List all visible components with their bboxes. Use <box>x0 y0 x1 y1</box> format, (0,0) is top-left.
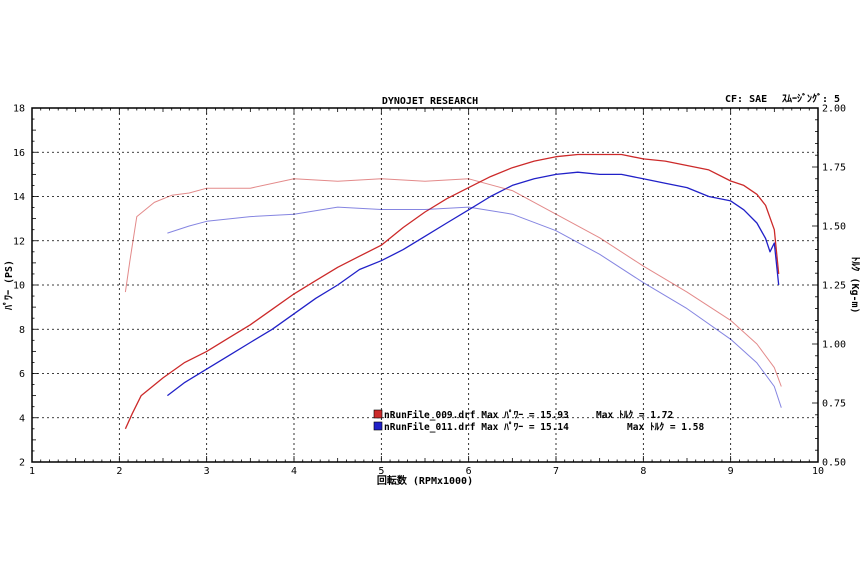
smoothing-label: ｽﾑｰｼﾞﾝｸﾞ: 5 <box>782 92 840 105</box>
series-line-0 <box>124 153 780 430</box>
y-right-tick-label-2: 1.00 <box>822 340 846 351</box>
x-tick-label-9: 10 <box>812 466 824 477</box>
cf-label: CF: SAE <box>725 94 767 105</box>
y-left-tick-label-4: 10 <box>13 281 25 292</box>
y-left-tick-label-3: 8 <box>19 325 25 336</box>
x-tick-labels: 1 2 3 4 5 6 7 8 9 10 <box>29 466 824 477</box>
legend-label-run-011: nRunFile_011.drf Max ﾊﾟﾜｰ = 15.14 <box>384 421 569 433</box>
y-left-tick-label-8: 18 <box>13 104 25 115</box>
series-line-2 <box>124 178 782 387</box>
legend-swatch-blue <box>373 421 383 431</box>
grid-lines <box>32 108 818 462</box>
chart-title: DYNOJET RESEARCH <box>382 96 478 107</box>
y-right-tick-label-1: 0.75 <box>822 399 846 410</box>
y-left-axis-title: ﾊﾟﾜｰ (PS) <box>2 260 15 311</box>
y-right-tick-label-6: 2.00 <box>822 104 846 115</box>
x-tick-label-4: 5 <box>378 466 384 477</box>
x-tick-label-5: 6 <box>466 466 472 477</box>
x-tick-label-7: 8 <box>640 466 646 477</box>
y-left-tick-label-5: 12 <box>13 236 25 247</box>
x-tick-label-8: 9 <box>728 466 734 477</box>
legend-torque-run-009: Max ﾄﾙｸ = 1.72 <box>596 410 673 421</box>
y-right-tick-label-5: 1.75 <box>822 163 846 174</box>
axis-ticks <box>31 107 819 463</box>
y-left-tick-labels: 2 4 6 8 10 12 14 16 18 <box>13 104 25 469</box>
series-lines <box>124 153 782 430</box>
y-right-tick-labels: 0.50 0.75 1.00 1.25 1.50 1.75 2.00 <box>822 104 846 469</box>
x-tick-label-6: 7 <box>553 466 559 477</box>
y-left-tick-label-1: 4 <box>19 413 25 424</box>
y-right-tick-label-4: 1.50 <box>822 222 846 233</box>
y-left-tick-label-6: 14 <box>13 192 25 203</box>
y-left-tick-label-2: 6 <box>19 369 25 380</box>
series-line-3 <box>167 206 782 408</box>
legend: nRunFile_009.drf Max ﾊﾟﾜｰ = 15.93 Max ﾄﾙ… <box>373 409 704 433</box>
y-left-tick-label-7: 16 <box>13 148 25 159</box>
x-tick-label-2: 3 <box>204 466 210 477</box>
y-right-tick-label-0: 0.50 <box>822 458 846 469</box>
y-right-axis-title: ﾄﾙｸ (Kg-m) <box>849 256 860 313</box>
y-right-tick-label-3: 1.25 <box>822 281 846 292</box>
x-axis-title: 回転数 (RPMx1000) <box>377 474 473 487</box>
legend-label-run-009: nRunFile_009.drf Max ﾊﾟﾜｰ = 15.93 <box>384 409 569 421</box>
legend-torque-run-011: Max ﾄﾙｸ = 1.58 <box>627 422 704 433</box>
y-left-tick-label-0: 2 <box>19 458 25 469</box>
series-line-1 <box>167 171 780 397</box>
legend-swatch-red <box>373 409 383 419</box>
x-tick-label-3: 4 <box>291 466 297 477</box>
x-tick-label-0: 1 <box>29 466 35 477</box>
x-tick-label-1: 2 <box>116 466 122 477</box>
